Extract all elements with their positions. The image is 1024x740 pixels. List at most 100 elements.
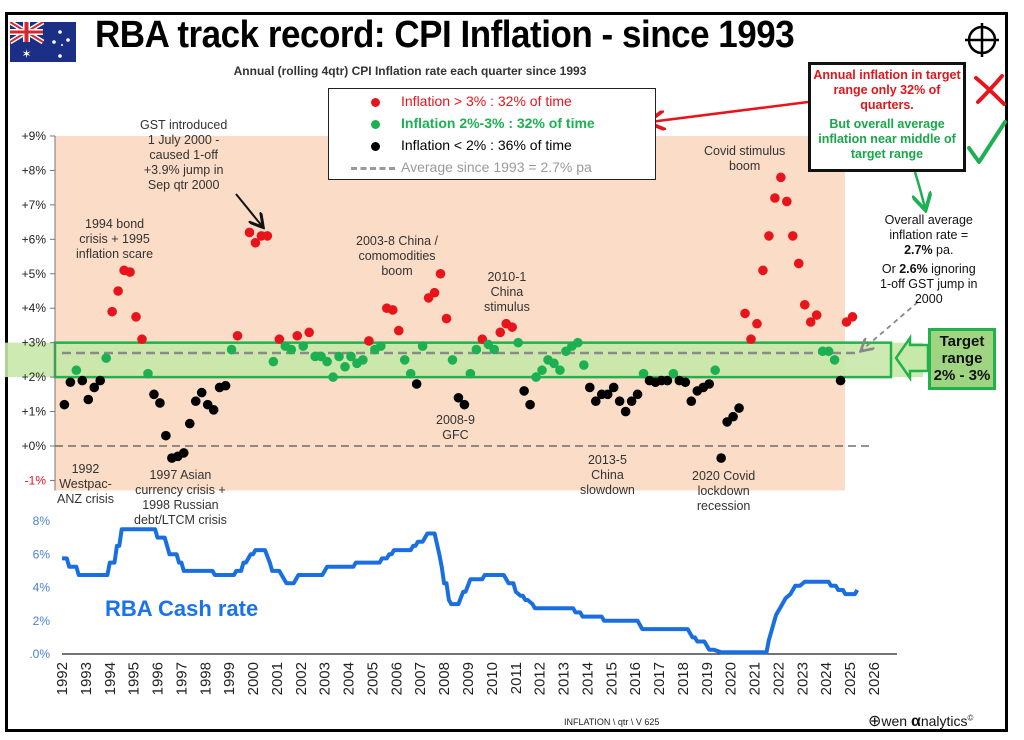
inflation-point [340, 361, 350, 372]
inflation-point [740, 308, 750, 319]
inflation-point [292, 330, 303, 341]
y-tick-label: +8% [22, 163, 47, 177]
inflation-point [190, 396, 201, 407]
inflation-point [286, 344, 297, 355]
callout-red-arrow [650, 100, 809, 122]
inflation-point [525, 399, 535, 410]
inflation-point [710, 365, 720, 376]
inflation-point [829, 355, 840, 365]
inflation-point [71, 365, 82, 376]
overall-avg-value: 2.7% [904, 243, 933, 257]
y-tick-label: +3% [22, 336, 47, 350]
crosshair-o-icon: ⊕ [868, 713, 882, 730]
inflation-point [334, 351, 344, 362]
y-tick-label: +6% [22, 232, 47, 246]
inflation-point [298, 341, 309, 351]
y-tick-label: +4% [22, 301, 47, 315]
legend-black-dot [371, 142, 380, 151]
inflation-point [453, 392, 464, 403]
inflation-point [107, 306, 117, 317]
inflation-point [244, 227, 255, 238]
inflation-point [376, 341, 386, 351]
inflation-point [555, 365, 565, 376]
inflation-point [232, 330, 243, 341]
target-line2: range [941, 350, 983, 367]
inflation-point [125, 267, 135, 277]
inflation-point [137, 334, 147, 345]
inflation-point [274, 334, 285, 345]
inflation-point [823, 346, 834, 357]
callout-green-text: But overall average inflation near middl… [818, 117, 956, 161]
inflation-point [602, 389, 613, 400]
inflation-point [465, 368, 476, 379]
cash-rate-label: RBA Cash rate [105, 596, 259, 621]
inflation-point [805, 317, 816, 327]
inflation-point [358, 355, 368, 365]
overall-avg-line3: 2.7% pa. [880, 243, 978, 258]
inflation-point [429, 287, 440, 298]
inflation-point [585, 382, 595, 393]
inflation-point [328, 372, 338, 382]
red-cross-icon [974, 74, 1006, 106]
inflation-point [686, 396, 697, 407]
green-check-icon [967, 120, 1007, 164]
target-line1: Target [939, 333, 985, 350]
inflation-point [364, 336, 374, 346]
inflation-point [77, 375, 88, 386]
inflation-point [537, 365, 547, 376]
annotation-bond-1994: 1994 bond crisis + 1995 inflation scare [76, 217, 154, 261]
callout-box: Annual inflation in target range only 32… [808, 62, 966, 172]
inflation-point [435, 268, 446, 279]
inflation-point [196, 387, 207, 398]
inflation-point [346, 351, 356, 362]
inflation-scatter-chart: +9% +8% +7% +6% +5% +4% +3% +2% +1% +0% -1% [5, 100, 1024, 491]
legend-label-above: Inflation > 3% : 32% of time [401, 93, 572, 109]
inflation-point [393, 325, 404, 336]
overall-avg-line1: Overall average [884, 213, 973, 227]
ignoring-line3: 2000 [914, 292, 943, 306]
annotation-covid-2020: 2020 Covid lockdown recession [692, 469, 756, 513]
inflation-point [161, 430, 171, 441]
y-tick-label: +0% [22, 439, 47, 453]
ignoring-line2: 1-off GST jump in [880, 277, 978, 291]
inflation-point [531, 372, 541, 382]
inflation-point [782, 196, 792, 207]
inflation-point [113, 286, 123, 296]
brand-suffix: nalytics [920, 713, 968, 729]
annotation-china-2003: 2003-8 China / comomodities boom [356, 234, 439, 278]
inflation-point [579, 360, 589, 370]
legend-red-dot [371, 98, 380, 107]
target-range-band [5, 342, 923, 378]
inflation-point [788, 231, 798, 241]
copyright-mark: © [967, 713, 974, 723]
inflation-point [250, 237, 261, 248]
inflation-point [143, 368, 153, 379]
annotation-china-2010: 2010-1 China stimulus [484, 270, 530, 314]
inflation-point [262, 231, 273, 241]
inflation-point [752, 318, 762, 329]
footer-code: INFLATION \ qtr \ V 625 [564, 717, 660, 727]
inflation-point [835, 375, 846, 386]
y-tick-label: +5% [22, 267, 47, 281]
inflation-point [184, 418, 195, 429]
inflation-point [793, 258, 804, 269]
overall-avg-line2: inflation rate = [889, 228, 969, 242]
ignoring-value: 2.6% [899, 262, 928, 276]
australia-flag-icon: ✶ [10, 22, 76, 62]
y-tick-label: +1% [22, 405, 47, 419]
inflation-point [811, 310, 822, 320]
inflation-point [590, 396, 601, 407]
inflation-point [405, 368, 416, 379]
inflation-point [155, 398, 165, 408]
inflation-point [495, 327, 506, 338]
inflation-point [471, 344, 482, 355]
inflation-point [441, 313, 452, 324]
page-title: RBA track record: CPI Inflation - since … [95, 14, 795, 56]
ignoring-prefix: Or [881, 262, 900, 276]
svg-text:✶: ✶ [21, 47, 31, 61]
inflation-point [459, 399, 470, 410]
inflation-point [746, 334, 756, 345]
annotation-covid-boom: Covid stimulus boom [704, 144, 786, 173]
plot-background [55, 136, 845, 491]
inflation-point [179, 448, 189, 458]
